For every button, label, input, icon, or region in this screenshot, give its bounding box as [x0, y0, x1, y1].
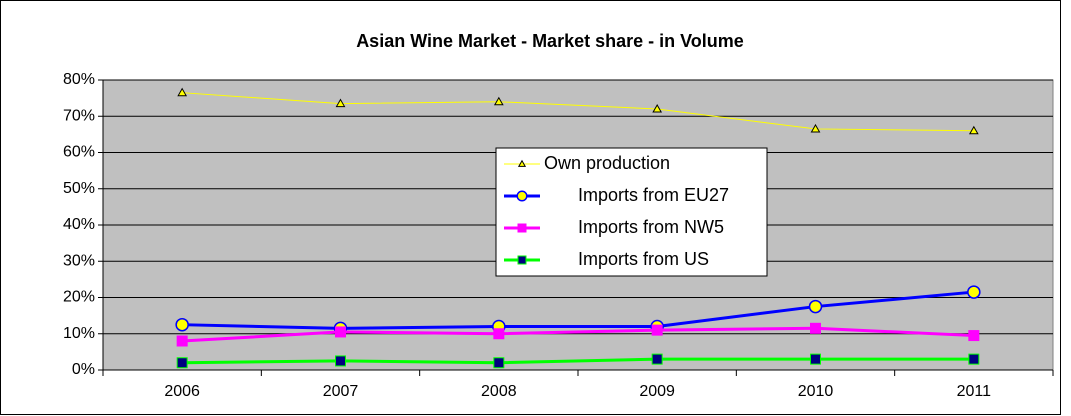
x-tick-label: 2011 — [957, 383, 992, 400]
marker — [810, 123, 821, 133]
marker — [651, 353, 663, 365]
marker — [967, 285, 981, 299]
y-tick-label: 40% — [63, 216, 95, 233]
marker — [968, 353, 980, 365]
marker — [176, 357, 188, 369]
series-line — [182, 326, 974, 343]
marker — [335, 326, 346, 338]
y-tick-label: 80% — [63, 71, 95, 88]
marker — [968, 125, 979, 135]
x-tick-label: 2009 — [639, 383, 675, 400]
legend-label: Imports from US — [578, 249, 709, 269]
marker — [335, 355, 346, 367]
x-tick-label: 2010 — [798, 383, 834, 400]
legend-label: Own production — [544, 153, 670, 173]
legend-label: Imports from EU27 — [578, 185, 729, 205]
marker — [516, 190, 528, 202]
y-tick-label: 10% — [63, 325, 95, 342]
marker — [968, 330, 980, 342]
marker — [493, 357, 505, 369]
marker — [808, 299, 823, 314]
y-tick-label: 70% — [63, 107, 95, 124]
marker — [810, 353, 821, 365]
chart-title: Asian Wine Market - Market share - in Vo… — [356, 31, 744, 51]
marker — [517, 223, 527, 233]
y-tick-label: 0% — [72, 361, 95, 378]
series-line — [182, 290, 974, 330]
marker — [652, 103, 663, 113]
series-line — [182, 357, 974, 365]
marker — [177, 87, 188, 97]
marker — [517, 159, 527, 167]
legend — [495, 147, 768, 277]
marker — [335, 98, 346, 108]
y-tick-label: 30% — [63, 252, 95, 269]
marker — [176, 335, 188, 347]
series-line — [182, 92, 974, 132]
marker — [810, 322, 821, 334]
x-tick-label: 2008 — [481, 383, 517, 400]
marker — [517, 255, 527, 265]
y-tick-label: 60% — [63, 144, 95, 161]
marker — [651, 324, 663, 336]
marker — [493, 96, 504, 106]
x-tick-label: 2006 — [164, 383, 200, 400]
marker — [493, 328, 505, 340]
y-tick-label: 50% — [63, 180, 95, 197]
legend-label: Imports from NW5 — [578, 217, 724, 237]
y-tick-label: 20% — [63, 289, 95, 306]
marker — [175, 317, 189, 332]
x-tick-label: 2007 — [323, 383, 359, 400]
